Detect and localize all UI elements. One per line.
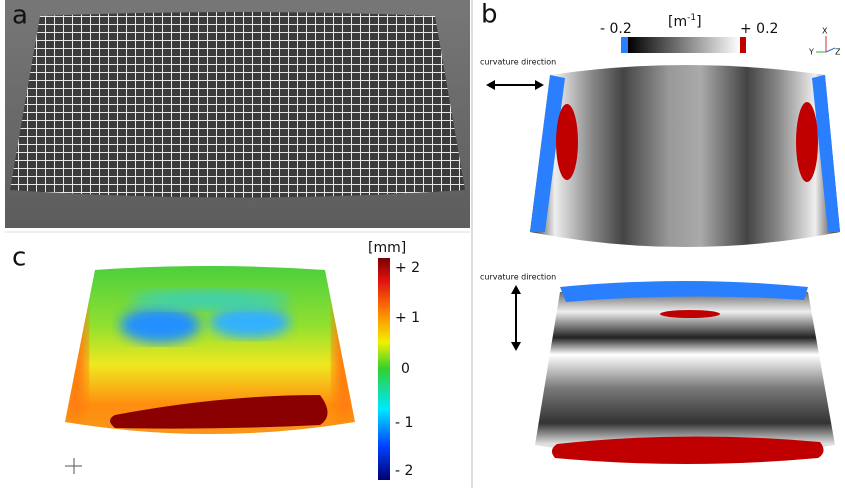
axis-label: Y xyxy=(808,48,814,57)
colorbar-max-label: + 0.2 xyxy=(740,21,778,37)
colorbar-max xyxy=(740,37,746,53)
colorbar xyxy=(628,37,740,53)
colorbar-min-label: - 0.2 xyxy=(600,21,632,37)
arrow-vertical xyxy=(511,285,521,351)
colorbar-min xyxy=(621,37,628,53)
axis-triad xyxy=(65,458,82,474)
colorbar-unit: [mm] xyxy=(368,240,406,256)
unit-exp: -1 xyxy=(687,13,696,23)
deviation-map xyxy=(60,255,360,455)
colorbar-tick: + 2 xyxy=(395,260,420,276)
colorbar-tick: - 2 xyxy=(395,463,413,479)
panel-label: b xyxy=(481,0,498,30)
axis-label: Z xyxy=(835,48,841,57)
annotation: curvature direction xyxy=(480,58,556,67)
panel-label: c xyxy=(12,243,26,273)
mesh-windshield xyxy=(10,12,465,198)
arrow-horizontal xyxy=(486,80,544,90)
colorbar-unit: [m-1] xyxy=(668,13,702,31)
region-red xyxy=(796,102,818,182)
colorbar-tick: + 1 xyxy=(395,310,420,326)
figure: a c [mm] + 2 + 1 0 - 1 - 2 b - 0.2 [m-1]… xyxy=(0,0,845,488)
unit-close: ] xyxy=(696,14,701,30)
colorbar-tick: 0 xyxy=(401,361,410,377)
annotation: curvature direction xyxy=(480,273,556,282)
axis-triad: X Y Z xyxy=(808,27,841,57)
panel-label: a xyxy=(12,1,28,31)
region-red xyxy=(556,104,578,180)
unit: [m xyxy=(668,14,687,30)
region-red xyxy=(660,310,720,318)
colorbar xyxy=(378,258,390,480)
axis-label: X xyxy=(822,27,828,36)
colorbar-tick: - 1 xyxy=(395,415,413,431)
